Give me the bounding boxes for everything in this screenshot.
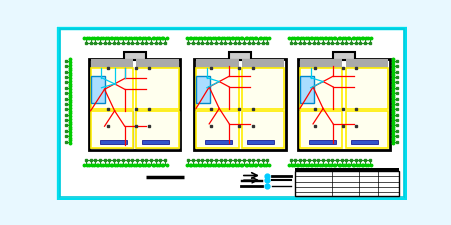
- Bar: [196, 77, 209, 104]
- Bar: [299, 69, 342, 109]
- Bar: [205, 140, 232, 144]
- Bar: [100, 140, 127, 144]
- Bar: [194, 60, 285, 151]
- Bar: [90, 111, 133, 148]
- Bar: [299, 60, 342, 69]
- Bar: [247, 140, 274, 144]
- Bar: [298, 60, 389, 151]
- Bar: [345, 69, 387, 109]
- Bar: [299, 111, 342, 148]
- Bar: [345, 60, 387, 69]
- Bar: [308, 140, 336, 144]
- Bar: [136, 60, 179, 69]
- Bar: [124, 53, 145, 61]
- Bar: [345, 111, 387, 148]
- Bar: [136, 69, 179, 109]
- Bar: [295, 168, 398, 171]
- Bar: [196, 69, 238, 109]
- Bar: [332, 53, 354, 61]
- Bar: [136, 111, 179, 148]
- Bar: [295, 171, 398, 196]
- Bar: [350, 140, 377, 144]
- Bar: [89, 60, 180, 151]
- Bar: [229, 53, 250, 61]
- Bar: [136, 111, 179, 148]
- Bar: [299, 77, 313, 104]
- Bar: [196, 111, 238, 148]
- Bar: [90, 77, 104, 104]
- Bar: [90, 60, 133, 69]
- Bar: [142, 140, 169, 144]
- Bar: [90, 69, 133, 109]
- Bar: [196, 60, 238, 69]
- Bar: [241, 111, 284, 148]
- Bar: [241, 69, 284, 109]
- Bar: [90, 111, 133, 148]
- Bar: [241, 60, 284, 69]
